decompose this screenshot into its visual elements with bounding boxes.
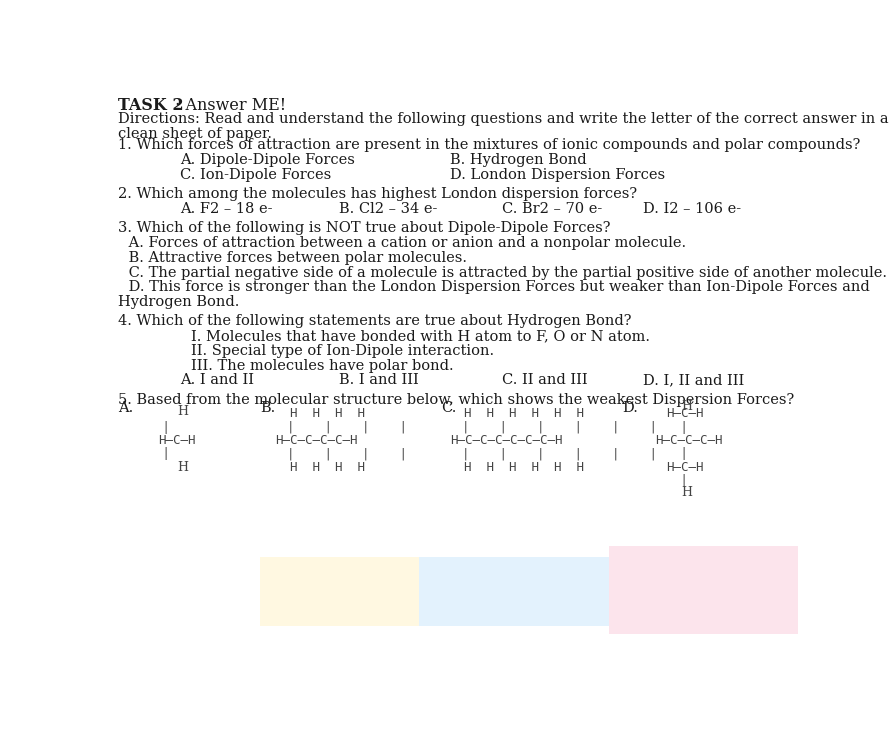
Bar — [609, 546, 798, 634]
Text: II. Special type of Ion-Dipole interaction.: II. Special type of Ion-Dipole interacti… — [191, 344, 494, 358]
Text: A.: A. — [119, 401, 134, 415]
Text: A. Forces of attraction between a cation or anion and a nonpolar molecule.: A. Forces of attraction between a cation… — [124, 236, 686, 250]
Text: H: H — [177, 461, 188, 474]
Text: D. This force is stronger than the London Dispersion Forces but weaker than Ion-: D. This force is stronger than the Londo… — [124, 280, 870, 294]
Text: |: | — [681, 447, 685, 461]
Text: B. Attractive forces between polar molecules.: B. Attractive forces between polar molec… — [124, 251, 467, 265]
Text: 2. Which among the molecules has highest London dispersion forces?: 2. Which among the molecules has highest… — [119, 187, 637, 201]
Text: H–C–H: H–C–H — [158, 434, 195, 447]
Text: |: | — [681, 474, 685, 487]
Text: C. Ion-Dipole Forces: C. Ion-Dipole Forces — [181, 168, 331, 182]
Text: D. London Dispersion Forces: D. London Dispersion Forces — [450, 168, 665, 182]
Text: H–C–H: H–C–H — [666, 461, 703, 474]
Text: B. Hydrogen Bond: B. Hydrogen Bond — [450, 154, 586, 168]
Text: : Answer ME!: : Answer ME! — [175, 97, 286, 114]
Text: D. I2 – 106 e-: D. I2 – 106 e- — [643, 202, 741, 216]
Text: H–C–C–C–H: H–C–C–C–H — [656, 434, 723, 447]
Text: H  H  H  H: H H H H — [290, 407, 364, 421]
Text: I. Molecules that have bonded with H atom to F, O or N atom.: I. Molecules that have bonded with H ato… — [191, 329, 650, 343]
Text: B. I and III: B. I and III — [339, 373, 419, 387]
Text: |: | — [681, 421, 685, 434]
Text: H  H  H  H  H  H: H H H H H H — [463, 407, 584, 421]
Text: clean sheet of paper.: clean sheet of paper. — [119, 127, 273, 141]
Text: D.: D. — [622, 401, 638, 415]
Text: H: H — [681, 486, 692, 499]
Text: |: | — [163, 421, 168, 434]
Text: C. II and III: C. II and III — [502, 373, 587, 387]
Text: H: H — [681, 400, 692, 413]
Text: B. Cl2 – 34 e-: B. Cl2 – 34 e- — [339, 202, 437, 216]
Text: Directions: Read and understand the following questions and write the letter of : Directions: Read and understand the foll… — [119, 112, 889, 126]
Text: 5. Based from the molecular structure below, which shows the weakest Dispersion : 5. Based from the molecular structure be… — [119, 393, 795, 407]
Text: |    |    |    |    |    |: | | | | | | — [462, 421, 658, 434]
Text: 4. Which of the following statements are true about Hydrogen Bond?: 4. Which of the following statements are… — [119, 314, 632, 328]
Text: H–C–H: H–C–H — [666, 407, 703, 421]
Text: H  H  H  H  H  H: H H H H H H — [463, 461, 584, 474]
Text: H–C–C–C–C–C–C–H: H–C–C–C–C–C–C–H — [450, 434, 562, 447]
Text: C. The partial negative side of a molecule is attracted by the partial positive : C. The partial negative side of a molecu… — [124, 266, 887, 280]
Text: A. F2 – 18 e-: A. F2 – 18 e- — [181, 202, 273, 216]
Text: 3. Which of the following is NOT true about Dipole-Dipole Forces?: 3. Which of the following is NOT true ab… — [119, 221, 610, 235]
Text: III. The molecules have polar bond.: III. The molecules have polar bond. — [191, 359, 454, 373]
Text: C.: C. — [441, 401, 457, 415]
Bar — [419, 557, 609, 626]
Text: H–C–C–C–C–H: H–C–C–C–C–H — [275, 434, 357, 447]
Text: B.: B. — [260, 401, 275, 415]
Text: |    |    |    |: | | | | — [288, 421, 407, 434]
Text: |: | — [163, 447, 168, 461]
Bar — [260, 557, 419, 626]
Text: |    |    |    |    |    |: | | | | | | — [462, 447, 658, 461]
Text: C. Br2 – 70 e-: C. Br2 – 70 e- — [502, 202, 601, 216]
Text: |    |    |    |: | | | | — [288, 447, 407, 461]
Text: TASK 2: TASK 2 — [119, 97, 184, 114]
Text: 1. Which forces of attraction are present in the mixtures of ionic compounds and: 1. Which forces of attraction are presen… — [119, 139, 861, 153]
Text: A. Dipole-Dipole Forces: A. Dipole-Dipole Forces — [181, 154, 356, 168]
Text: D. I, II and III: D. I, II and III — [643, 373, 744, 387]
Text: A. I and II: A. I and II — [181, 373, 255, 387]
Text: Hydrogen Bond.: Hydrogen Bond. — [119, 295, 240, 309]
Text: H: H — [177, 404, 188, 418]
Text: H  H  H  H: H H H H — [290, 461, 364, 474]
